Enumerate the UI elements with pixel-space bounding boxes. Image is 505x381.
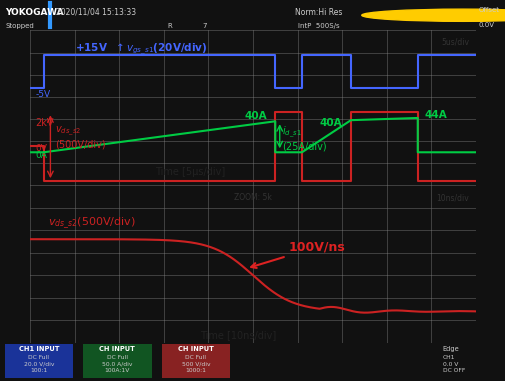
FancyBboxPatch shape	[83, 344, 152, 378]
Text: Time [5μs/div]: Time [5μs/div]	[155, 167, 225, 177]
Text: 5us/div: 5us/div	[440, 37, 468, 46]
Text: $v_{ds\_s2}$
(500V/div): $v_{ds\_s2}$ (500V/div)	[55, 124, 105, 149]
Text: 40A: 40A	[243, 111, 266, 121]
Text: 0V: 0V	[36, 144, 47, 154]
FancyBboxPatch shape	[162, 344, 230, 378]
Text: ZOOM: 5k: ZOOM: 5k	[234, 193, 271, 202]
Text: Offset: Offset	[477, 7, 498, 13]
Text: $i_{d\_s1}$
(25A/div): $i_{d\_s1}$ (25A/div)	[281, 125, 326, 151]
Text: 2020/11/04 15:13:33: 2020/11/04 15:13:33	[56, 8, 135, 17]
Text: Time [10ns/div]: Time [10ns/div]	[199, 330, 275, 340]
Text: YOKOGAWA: YOKOGAWA	[5, 8, 64, 17]
Text: DC Full
50.0 A/div
100A:1V: DC Full 50.0 A/div 100A:1V	[102, 355, 132, 373]
Text: 100V/ns: 100V/ns	[250, 240, 345, 268]
Text: R: R	[167, 23, 171, 29]
Text: CH INPUT: CH INPUT	[178, 346, 213, 352]
Text: 7: 7	[202, 23, 207, 29]
Text: CH1 INPUT: CH1 INPUT	[19, 346, 59, 352]
FancyBboxPatch shape	[5, 344, 73, 378]
Text: DC Full
20.0 V/div
100:1: DC Full 20.0 V/div 100:1	[24, 355, 54, 373]
Text: Norm:Hi Res: Norm:Hi Res	[294, 8, 342, 17]
Text: Stopped: Stopped	[5, 23, 34, 29]
Text: Edge: Edge	[442, 346, 459, 352]
Text: 0.0V: 0.0V	[477, 22, 493, 28]
Text: 10ns/div: 10ns/div	[435, 193, 468, 202]
Text: +15V  $\uparrow$$v_{gs\_s1}$(20V/div): +15V $\uparrow$$v_{gs\_s1}$(20V/div)	[75, 42, 207, 57]
Text: $v_{ds\_s2}$(500V/div): $v_{ds\_s2}$(500V/div)	[48, 216, 136, 231]
Text: IntP  500S/s: IntP 500S/s	[297, 23, 339, 29]
Circle shape	[361, 9, 505, 21]
Text: 44A: 44A	[424, 110, 446, 120]
Text: DC Full
500 V/div
1000:1: DC Full 500 V/div 1000:1	[181, 355, 210, 373]
Text: 40A: 40A	[319, 118, 342, 128]
Text: 0A: 0A	[36, 151, 47, 160]
Text: CH INPUT: CH INPUT	[99, 346, 135, 352]
Text: -5V: -5V	[36, 90, 50, 99]
Text: 2kV: 2kV	[36, 118, 54, 128]
Text: CH1
0.0 V
DC OFF: CH1 0.0 V DC OFF	[442, 355, 464, 373]
